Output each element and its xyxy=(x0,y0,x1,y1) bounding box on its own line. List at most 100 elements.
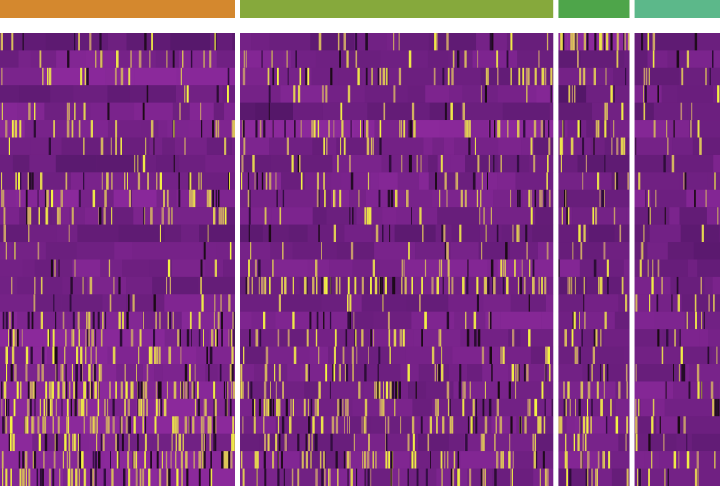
heatmap-cell-stripe xyxy=(143,207,146,226)
heatmap-cell-stripe xyxy=(177,329,180,348)
heatmap-cell-stripe xyxy=(116,433,120,452)
heatmap-cell-stripe xyxy=(5,242,7,260)
heatmap-cell-band xyxy=(586,85,630,104)
heatmap-cell-stripe xyxy=(416,154,418,173)
heatmap-cell-stripe xyxy=(134,154,136,173)
heatmap-cell-stripe xyxy=(371,67,373,86)
heatmap-cell-stripe xyxy=(184,416,188,435)
heatmap-cell-stripe xyxy=(14,242,16,260)
heatmap-cell-band xyxy=(76,242,115,260)
heatmap-cell-stripe xyxy=(200,172,202,191)
heatmap-cell-stripe xyxy=(627,33,630,51)
heatmap-cell-stripe xyxy=(118,311,121,330)
heatmap-cell-band xyxy=(230,468,235,486)
heatmap-cell-stripe xyxy=(5,468,8,486)
heatmap-cell-stripe xyxy=(8,329,9,348)
heatmap-cell-stripe xyxy=(328,120,330,139)
heatmap-cell-stripe xyxy=(419,207,422,226)
heatmap-cell-stripe xyxy=(146,398,148,417)
heatmap-cell-stripe xyxy=(623,137,626,156)
heatmap-cell-stripe xyxy=(305,451,308,470)
heatmap-block-row7-cluster1 xyxy=(0,137,235,156)
heatmap-cell-stripe xyxy=(153,137,155,156)
heatmap-cell-band xyxy=(634,468,669,486)
heatmap-cell-band xyxy=(545,172,554,191)
heatmap-cell-stripe xyxy=(263,381,267,400)
heatmap-cell-stripe xyxy=(263,416,265,435)
heatmap-cell-stripe xyxy=(364,364,367,382)
heatmap-cell-stripe xyxy=(534,189,537,208)
heatmap-cell-band xyxy=(17,311,43,330)
heatmap-cell-band xyxy=(102,137,150,156)
heatmap-cell-band xyxy=(172,102,190,121)
heatmap-cell-stripe xyxy=(707,346,710,365)
heatmap-cell-stripe xyxy=(308,433,310,452)
heatmap-cell-band xyxy=(216,50,235,69)
heatmap-cell-stripe xyxy=(455,172,459,191)
heatmap-cell-band xyxy=(104,451,127,470)
heatmap-cell-band xyxy=(240,364,255,382)
heatmap-cell-stripe xyxy=(278,364,281,382)
heatmap-cell-stripe xyxy=(491,33,494,51)
heatmap-cell-stripe xyxy=(224,207,227,226)
heatmap-cell-band xyxy=(634,259,653,278)
heatmap-cell-stripe xyxy=(620,137,624,156)
heatmap-cell-band xyxy=(11,242,46,260)
heatmap-cell-stripe xyxy=(551,398,553,417)
heatmap-cell-band xyxy=(85,172,123,191)
heatmap-cell-band xyxy=(151,346,197,365)
heatmap-cell-stripe xyxy=(683,172,685,191)
heatmap-block-row21-cluster1 xyxy=(0,381,236,400)
heatmap-cell-stripe xyxy=(442,276,444,295)
heatmap-cell-stripe xyxy=(518,364,520,382)
heatmap-cell-stripe xyxy=(596,468,598,486)
heatmap-cell-band xyxy=(310,33,355,51)
heatmap-cell-stripe xyxy=(142,154,146,173)
heatmap-cell-stripe xyxy=(604,102,607,121)
heatmap-cell-stripe xyxy=(585,468,588,486)
heatmap-cell-band xyxy=(28,172,71,191)
heatmap-cell-band xyxy=(397,172,420,191)
heatmap-cell-band xyxy=(549,102,554,121)
heatmap-cell-band xyxy=(451,224,480,243)
heatmap-cell-band xyxy=(113,189,157,208)
heatmap-cell-stripe xyxy=(514,259,516,278)
heatmap-cell-band xyxy=(251,33,270,51)
heatmap-cell-stripe xyxy=(412,433,415,452)
heatmap-cell-band xyxy=(349,189,366,208)
heatmap-cell-stripe xyxy=(606,102,608,121)
heatmap-cell-stripe xyxy=(52,329,55,348)
heatmap-cell-stripe xyxy=(482,468,485,486)
heatmap-cell-stripe xyxy=(643,85,644,104)
heatmap-cell-band xyxy=(580,50,625,69)
heatmap-cell-stripe xyxy=(716,346,718,365)
heatmap-cell-stripe xyxy=(512,224,514,243)
heatmap-cell-stripe xyxy=(714,398,716,417)
heatmap-cell-stripe xyxy=(281,416,285,435)
heatmap-cell-stripe xyxy=(358,381,361,400)
heatmap-cell-stripe xyxy=(163,189,165,208)
heatmap-cell-stripe xyxy=(0,33,3,51)
heatmap-cell-stripe xyxy=(339,189,342,208)
heatmap-cell-stripe xyxy=(378,189,381,208)
heatmap-cell-stripe xyxy=(245,276,247,295)
heatmap-cell-stripe xyxy=(46,398,48,417)
heatmap-cell-stripe xyxy=(291,154,294,173)
heatmap-cell-band xyxy=(367,102,413,121)
heatmap-cell-band xyxy=(30,50,57,69)
heatmap-cell-stripe xyxy=(476,294,479,313)
heatmap-cell-stripe xyxy=(189,172,192,191)
heatmap-cell-stripe xyxy=(259,329,262,348)
heatmap-cell-stripe xyxy=(606,364,609,382)
heatmap-cell-stripe xyxy=(204,433,206,452)
heatmap-cell-stripe xyxy=(265,398,268,417)
heatmap-cell-stripe xyxy=(47,67,49,86)
heatmap-cell-stripe xyxy=(159,311,161,330)
heatmap-cell-stripe xyxy=(278,433,281,452)
heatmap-cell-stripe xyxy=(647,33,650,51)
heatmap-cell-stripe xyxy=(444,242,446,260)
heatmap-cell-band xyxy=(205,154,235,173)
heatmap-block-row11-cluster3 xyxy=(558,207,630,226)
heatmap-cell-band xyxy=(428,33,440,51)
heatmap-cell-band xyxy=(479,207,493,226)
